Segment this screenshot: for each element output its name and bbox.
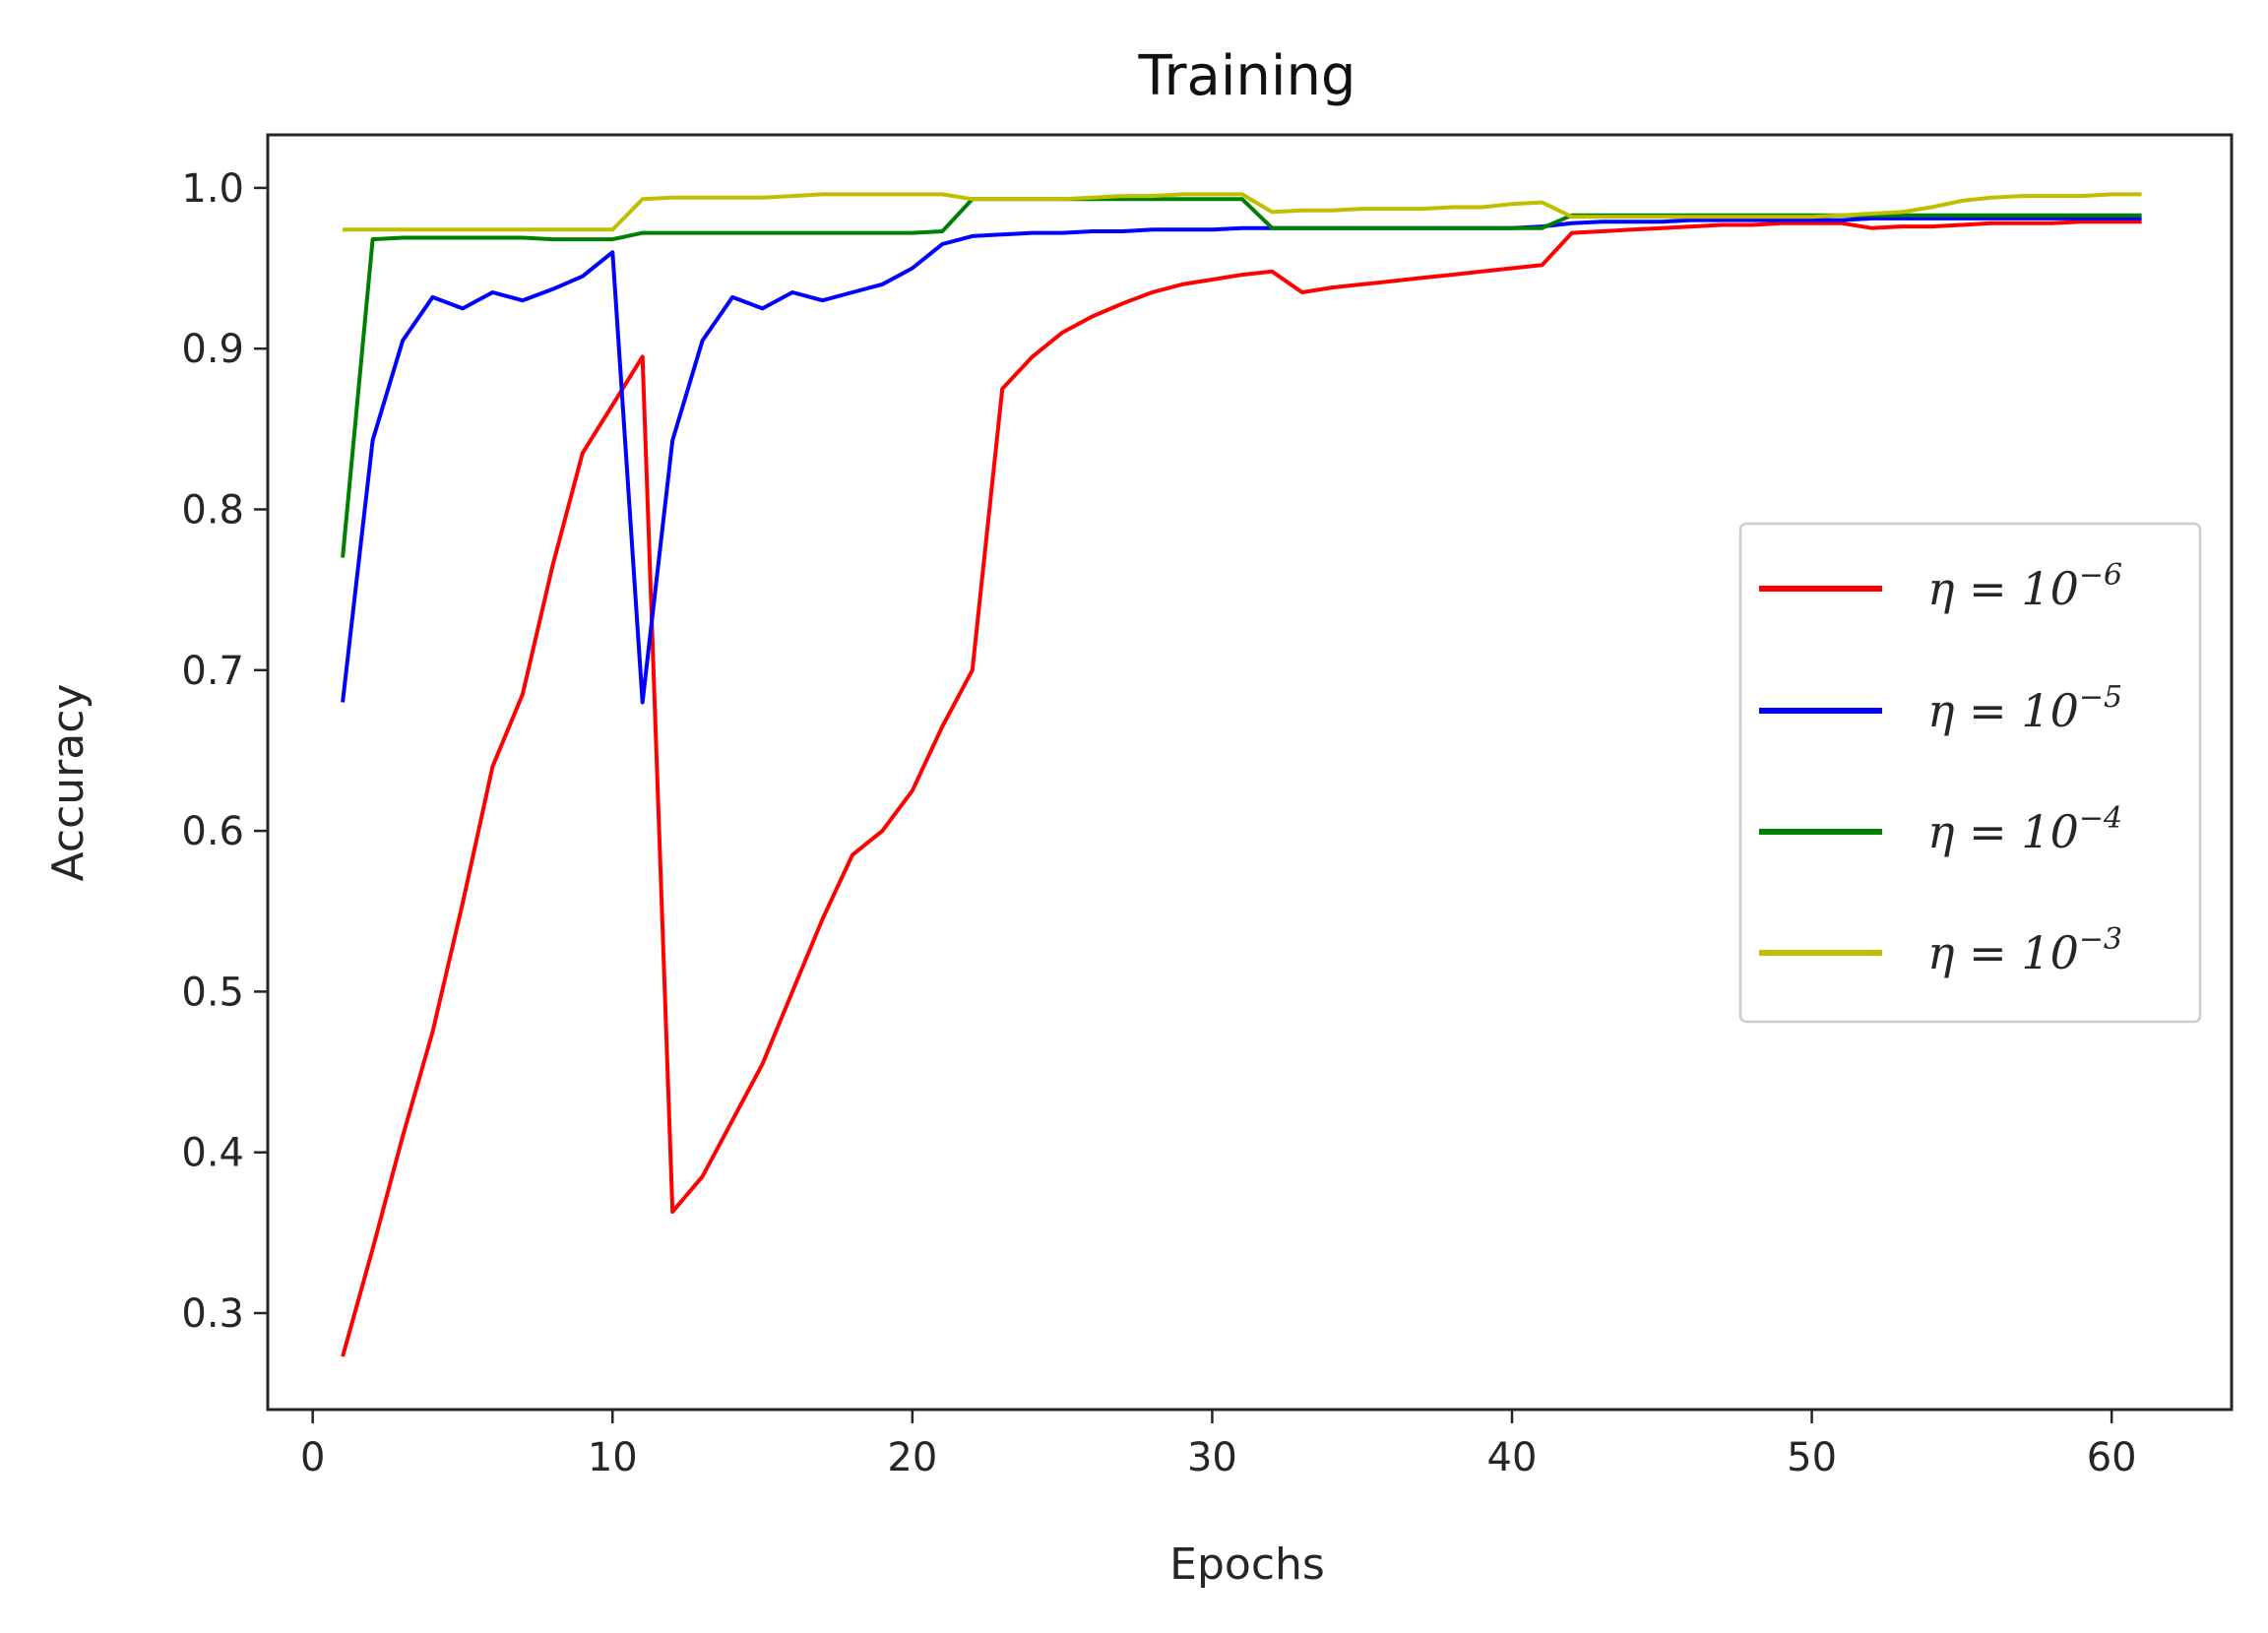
x-tick-label: 50	[1787, 1435, 1837, 1480]
legend-label-0: η = 10−6	[1927, 558, 2122, 615]
y-tick-label: 0.6	[181, 809, 244, 854]
y-tick-label: 0.9	[181, 327, 244, 372]
plot-area	[266, 133, 2234, 1412]
y-axis-label: Accuracy	[43, 684, 94, 882]
y-tick-label: 0.7	[181, 649, 244, 694]
series-line-1	[341, 216, 2142, 705]
x-tick-label: 10	[588, 1435, 638, 1480]
series-line-3	[343, 192, 2142, 232]
chart-title: Training	[1138, 44, 1356, 108]
x-tick-label: 40	[1487, 1435, 1538, 1480]
x-tick-label: 20	[887, 1435, 937, 1480]
x-axis-ticks: 0 10 20 30 40 50 60	[300, 1410, 2137, 1480]
x-tick-label: 60	[2087, 1435, 2137, 1480]
y-tick-label: 0.3	[181, 1291, 244, 1337]
series-line-0	[341, 220, 2142, 1357]
legend-label-1: η = 10−5	[1927, 680, 2122, 737]
legend-label-2: η = 10−4	[1927, 801, 2122, 858]
series-lines	[341, 192, 2142, 1357]
y-axis-ticks: 0.3 0.4 0.5 0.6 0.7 0.8 0.9 1.0	[181, 166, 268, 1337]
legend: η = 10−6 η = 10−5 η = 10−4 η = 10−3	[1738, 522, 2202, 1024]
axes-frame	[266, 133, 2234, 1412]
y-tick-label: 0.8	[181, 487, 244, 533]
legend-label-3: η = 10−3	[1927, 922, 2122, 979]
legend-frame	[1738, 522, 2202, 1024]
x-tick-label: 30	[1187, 1435, 1237, 1480]
y-tick-label: 0.4	[181, 1131, 244, 1176]
y-tick-label: 1.0	[181, 166, 244, 212]
y-tick-label: 0.5	[181, 970, 244, 1015]
x-axis-label: Epochs	[1169, 1539, 1325, 1590]
x-tick-label: 0	[300, 1435, 325, 1480]
